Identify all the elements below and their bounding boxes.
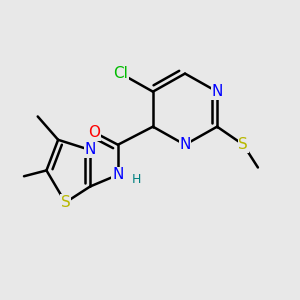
Text: Cl: Cl bbox=[113, 66, 128, 81]
Text: N: N bbox=[179, 137, 191, 152]
Text: N: N bbox=[85, 142, 96, 158]
Text: H: H bbox=[132, 173, 142, 186]
Text: N: N bbox=[112, 167, 124, 182]
Text: O: O bbox=[88, 125, 101, 140]
Text: S: S bbox=[238, 137, 248, 152]
Text: S: S bbox=[61, 195, 70, 210]
Text: N: N bbox=[212, 84, 223, 99]
